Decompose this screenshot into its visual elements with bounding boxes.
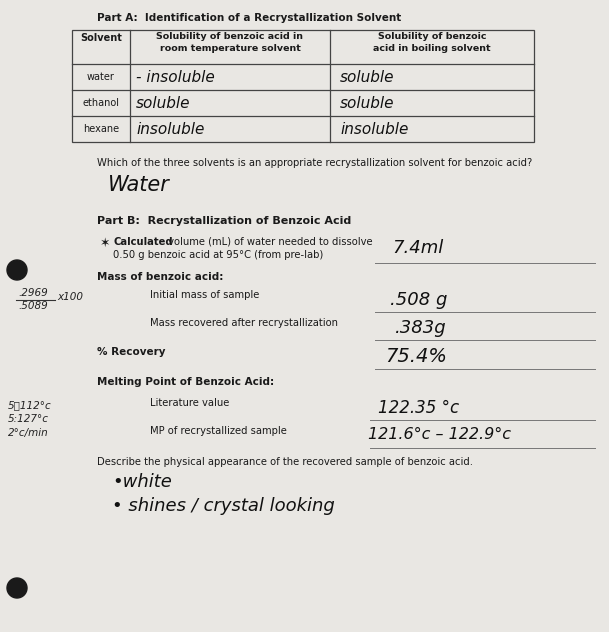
- Text: % Recovery: % Recovery: [97, 347, 166, 357]
- Text: 121.6°c – 122.9°c: 121.6°c – 122.9°c: [368, 427, 511, 442]
- Text: insoluble: insoluble: [340, 123, 409, 138]
- Text: Mass of benzoic acid:: Mass of benzoic acid:: [97, 272, 224, 282]
- Text: .383g: .383g: [395, 319, 446, 337]
- Text: Literature value: Literature value: [150, 398, 230, 408]
- Text: Solubility of benzoic
acid in boiling solvent: Solubility of benzoic acid in boiling so…: [373, 32, 491, 53]
- Text: Which of the three solvents is an appropriate recrystallization solvent for benz: Which of the three solvents is an approp…: [97, 158, 532, 168]
- Text: 75.4%: 75.4%: [385, 347, 447, 366]
- Text: 7.4ml: 7.4ml: [392, 239, 443, 257]
- Text: ✶: ✶: [100, 237, 110, 250]
- Text: Water: Water: [108, 175, 170, 195]
- Text: Mass recovered after recrystallization: Mass recovered after recrystallization: [150, 318, 338, 328]
- Text: Part B:  Recrystallization of Benzoic Acid: Part B: Recrystallization of Benzoic Aci…: [97, 216, 351, 226]
- Text: insoluble: insoluble: [136, 123, 205, 138]
- Text: soluble: soluble: [340, 71, 395, 85]
- Text: soluble: soluble: [340, 97, 395, 111]
- Text: Melting Point of Benzoic Acid:: Melting Point of Benzoic Acid:: [97, 377, 274, 387]
- Circle shape: [7, 260, 27, 280]
- Text: Describe the physical appearance of the recovered sample of benzoic acid.: Describe the physical appearance of the …: [97, 457, 473, 467]
- Text: 2°c/min: 2°c/min: [8, 428, 49, 438]
- Text: 0.50 g benzoic acid at 95°C (from pre-lab): 0.50 g benzoic acid at 95°C (from pre-la…: [113, 250, 323, 260]
- Text: Solvent: Solvent: [80, 33, 122, 43]
- Text: hexane: hexane: [83, 124, 119, 134]
- Bar: [72, 30, 534, 142]
- Text: soluble: soluble: [136, 97, 191, 111]
- Text: ethanol: ethanol: [82, 98, 119, 108]
- Text: .5089: .5089: [18, 301, 48, 311]
- Text: water: water: [87, 72, 115, 82]
- Text: Part A:  Identification of a Recrystallization Solvent: Part A: Identification of a Recrystalliz…: [97, 13, 401, 23]
- Text: 5˹112°c: 5˹112°c: [8, 400, 52, 410]
- Circle shape: [7, 578, 27, 598]
- Text: Calculated: Calculated: [113, 237, 172, 247]
- Text: Initial mass of sample: Initial mass of sample: [150, 290, 259, 300]
- Text: MP of recrystallized sample: MP of recrystallized sample: [150, 426, 287, 436]
- Text: - insoluble: - insoluble: [136, 71, 215, 85]
- Text: 122.35 °c: 122.35 °c: [378, 399, 459, 417]
- Text: volume (mL) of water needed to dissolve: volume (mL) of water needed to dissolve: [165, 237, 373, 247]
- Text: x100: x100: [57, 292, 83, 302]
- Text: .508 g: .508 g: [390, 291, 448, 309]
- Text: .2969: .2969: [18, 288, 48, 298]
- Text: • shines / crystal looking: • shines / crystal looking: [112, 497, 335, 515]
- Text: •white: •white: [112, 473, 172, 491]
- Text: Solubility of benzoic acid in
room temperature solvent: Solubility of benzoic acid in room tempe…: [157, 32, 303, 53]
- Text: 5:127°c: 5:127°c: [8, 414, 49, 424]
